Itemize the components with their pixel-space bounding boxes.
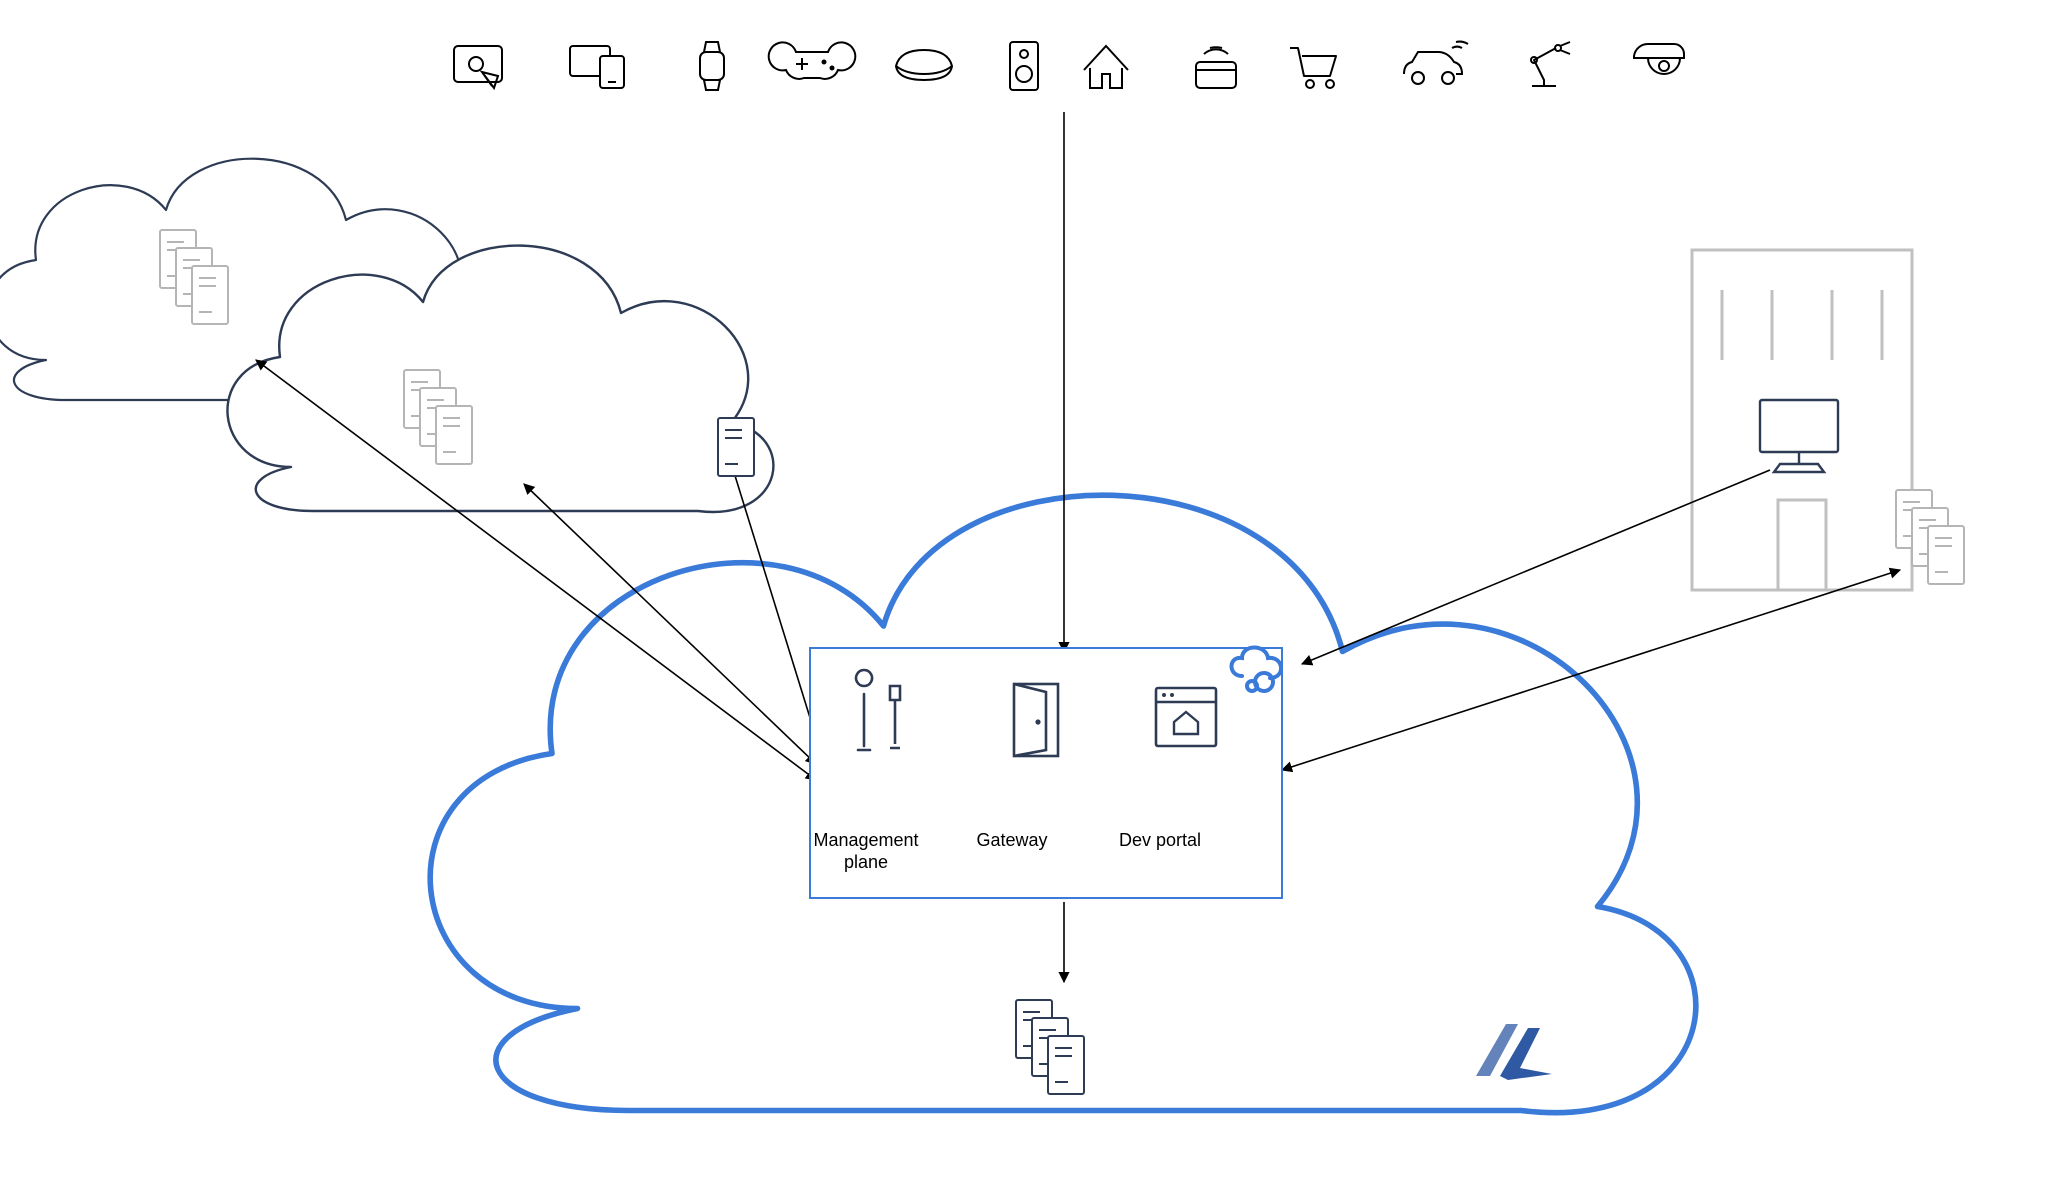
robot-arm-icon [1531,42,1570,86]
monitor-icon [1760,400,1838,472]
server-stack-icon [718,418,754,476]
car-icon [1404,42,1468,84]
management-plane-label: Managementplane [806,830,926,873]
server-stack-icon [1896,490,1964,584]
watch-icon [700,42,724,90]
speaker-icon [1010,42,1038,90]
touchscreen-icon [454,46,502,88]
house-icon [1084,46,1128,88]
gateway-label: Gateway [952,830,1072,852]
card-icon [1196,47,1236,88]
camera-icon [1634,44,1684,74]
gamepad-icon [769,42,856,79]
headset-icon [896,50,952,80]
cart-icon [1290,48,1336,88]
dev-portal-label: Dev portal [1100,830,1220,852]
tablet-icon [570,46,624,88]
